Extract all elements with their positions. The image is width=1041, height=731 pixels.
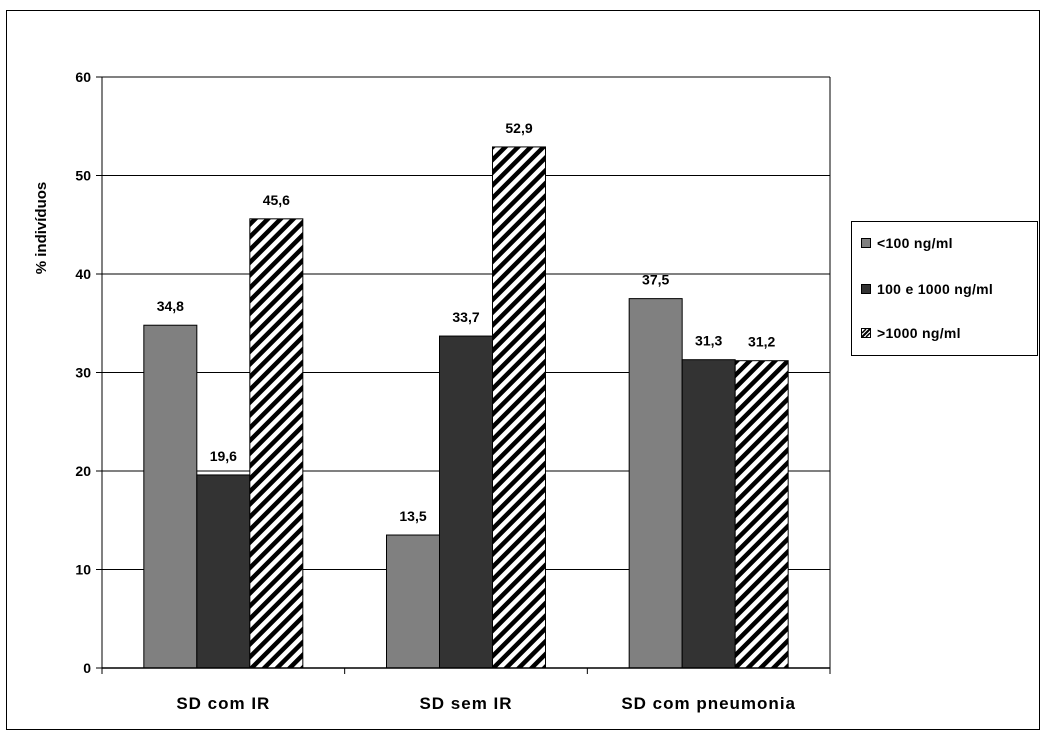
y-tick-label-20: 20 xyxy=(75,463,91,479)
y-tick-label-40: 40 xyxy=(75,266,91,282)
legend-swatch-series-1 xyxy=(861,238,871,248)
data-label-1-cat-1: 34,8 xyxy=(157,298,184,314)
bar-3-cat-2 xyxy=(492,146,546,669)
legend-label-series-3: >1000 ng/ml xyxy=(877,325,961,341)
bar-2-cat-3 xyxy=(681,359,736,669)
legend-item-series-3: >1000 ng/ml xyxy=(861,325,961,341)
data-label-2-cat-1: 19,6 xyxy=(210,448,237,464)
y-tick-label-10: 10 xyxy=(75,562,91,578)
bar-3-cat-3 xyxy=(734,360,789,669)
y-tick-label-30: 30 xyxy=(75,365,91,381)
legend-swatch-series-2 xyxy=(861,284,871,294)
data-label-3-cat-2: 52,9 xyxy=(505,120,532,136)
x-tick-label-3: SD com pneumonia xyxy=(621,694,796,713)
bar-1-cat-2 xyxy=(386,534,440,669)
legend-item-series-1: <100 ng/ml xyxy=(861,235,953,251)
legend-item-series-2: 100 e 1000 ng/ml xyxy=(861,281,993,297)
data-label-2-cat-3: 31,3 xyxy=(695,333,722,349)
bar-2-cat-1 xyxy=(196,474,251,669)
axes: 0 10 20 30 40 50 60 SD com IR SD sem IR SD com pn… xyxy=(75,69,831,713)
legend: <100 ng/ml 100 e 1000 ng/ml >1000 ng/ml xyxy=(851,221,1038,356)
y-tick-label-50: 50 xyxy=(75,168,91,184)
y-tick-label-0: 0 xyxy=(83,660,91,676)
data-label-1-cat-2: 13,5 xyxy=(399,508,426,524)
data-label-1-cat-3: 37,5 xyxy=(642,272,669,288)
y-tick-label-60: 60 xyxy=(75,69,91,85)
legend-label-series-2: 100 e 1000 ng/ml xyxy=(877,281,994,297)
x-tick-label-2: SD sem IR xyxy=(419,694,512,713)
bars xyxy=(143,146,789,669)
data-label-3-cat-1: 45,6 xyxy=(263,192,290,208)
data-label-3-cat-3: 31,2 xyxy=(748,334,775,350)
bar-2-cat-2 xyxy=(439,335,493,669)
legend-swatch-series-3 xyxy=(861,328,871,338)
x-tick-label-1: SD com IR xyxy=(176,694,270,713)
bar-1-cat-3 xyxy=(628,298,683,669)
bar-1-cat-1 xyxy=(143,324,198,669)
data-labels: 34,8 19,6 45,6 13,5 33,7 52,9 37,5 31,3 31,2 xyxy=(157,120,776,524)
y-axis-title: % indivíduos xyxy=(33,182,50,275)
data-label-2-cat-2: 33,7 xyxy=(452,309,479,325)
legend-label-series-1: <100 ng/ml xyxy=(877,235,953,251)
bar-3-cat-1 xyxy=(249,218,304,669)
